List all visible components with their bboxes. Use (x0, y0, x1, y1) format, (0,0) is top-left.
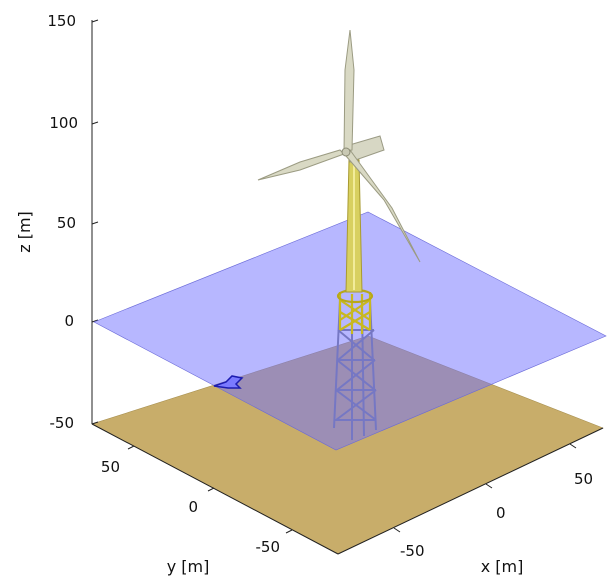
x-axis-ticks (393, 443, 577, 533)
x-axis-line (337, 427, 604, 555)
z-axis-ticks (91, 19, 99, 425)
y-axis-label: y [m] (167, 557, 210, 576)
hub (341, 147, 351, 157)
blade-up (343, 29, 355, 153)
water-surface-plane (93, 211, 607, 451)
z-tick-label: 150 (47, 12, 76, 30)
z-tick-label: 50 (57, 214, 76, 232)
z-axis-label: z [m] (15, 211, 34, 253)
x-tick-label: -50 (400, 542, 425, 560)
z-tick-label: 0 (64, 312, 74, 330)
y-axis-line (91, 423, 339, 555)
marker-icon (213, 375, 244, 389)
x-axis-label: x [m] (481, 557, 524, 576)
blade-left (257, 149, 345, 181)
x-tick-label: 0 (496, 504, 506, 522)
jacket-upper-structure (336, 288, 374, 334)
y-tick-label: -50 (256, 538, 281, 556)
y-tick-label: 0 (188, 498, 198, 516)
y-tick-label: 50 (101, 458, 120, 476)
x-tick-label: 50 (574, 470, 593, 488)
y-axis-ticks (127, 445, 293, 534)
z-tick-label: 100 (49, 114, 78, 132)
z-tick-label: -50 (50, 414, 75, 432)
